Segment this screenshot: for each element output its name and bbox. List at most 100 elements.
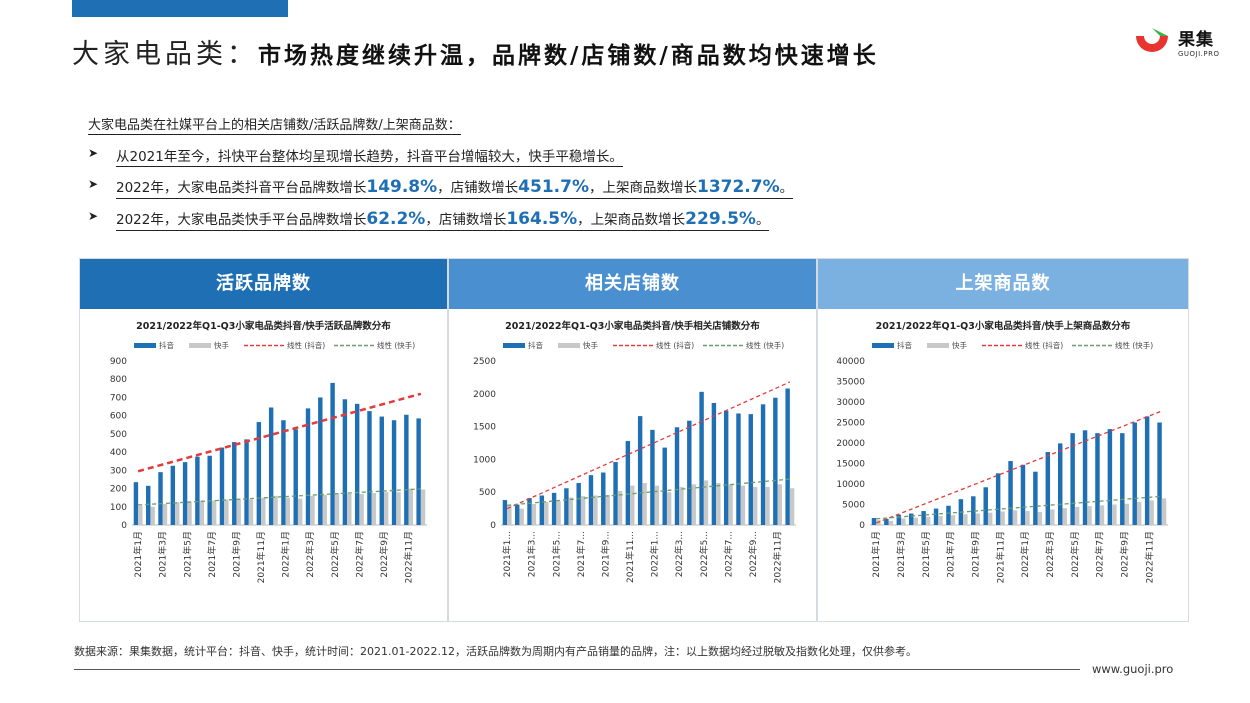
bar-kuaishou bbox=[347, 494, 352, 525]
legend-label-kuaishou: 快手 bbox=[952, 340, 967, 350]
bar-kuaishou bbox=[1124, 503, 1130, 525]
y-tick-label: 15000 bbox=[836, 460, 865, 470]
y-tick-label: 900 bbox=[110, 357, 127, 367]
bar-douyin bbox=[1107, 429, 1113, 525]
bar-kuaishou bbox=[777, 484, 782, 525]
bar-kuaishou bbox=[654, 485, 660, 525]
y-tick-label: 0 bbox=[490, 521, 496, 531]
bar-kuaishou bbox=[1087, 506, 1092, 525]
x-tick-label: 2021年11... bbox=[624, 531, 636, 583]
bar-kuaishou bbox=[1012, 510, 1018, 525]
bar-douyin bbox=[293, 429, 298, 525]
bar-douyin bbox=[1057, 443, 1063, 525]
bar-douyin bbox=[1095, 433, 1100, 525]
bar-douyin bbox=[699, 391, 704, 525]
bar-kuaishou bbox=[1112, 504, 1117, 525]
bar-douyin bbox=[256, 422, 262, 525]
bullet-2-mid1: ，店铺数增长 bbox=[437, 180, 519, 196]
bar-kuaishou bbox=[642, 483, 647, 525]
legend-label-trend-douyin: 线性 (抖音) bbox=[1025, 340, 1063, 350]
trend-line-kuaishou bbox=[876, 495, 1162, 520]
panel-head-related-stores: 相关店铺数 bbox=[449, 259, 816, 309]
bar-douyin bbox=[146, 485, 151, 525]
bar-kuaishou bbox=[544, 502, 549, 525]
bar-kuaishou bbox=[1161, 498, 1167, 525]
bar-kuaishou bbox=[199, 500, 205, 525]
bar-douyin bbox=[723, 410, 729, 525]
bar-kuaishou bbox=[359, 494, 364, 525]
x-tick-label: 2022年3月 bbox=[304, 531, 316, 578]
bar-kuaishou bbox=[716, 483, 721, 525]
x-tick-label: 2022年11月 bbox=[403, 531, 415, 583]
x-tick-label: 2022年7月 bbox=[1094, 531, 1106, 578]
y-tick-label: 35000 bbox=[836, 378, 865, 388]
bar-douyin bbox=[1008, 461, 1013, 525]
bar-douyin bbox=[785, 388, 790, 525]
bullet-3-mid2: ，上架商品数增长 bbox=[577, 212, 686, 228]
bar-douyin bbox=[318, 397, 323, 525]
bar-kuaishou bbox=[334, 493, 340, 525]
legend-swatch-kuaishou bbox=[189, 343, 211, 348]
bar-douyin bbox=[416, 418, 421, 525]
bullet-3-brand-growth: 62.2% bbox=[366, 209, 426, 229]
footer-divider bbox=[74, 669, 1080, 670]
bar-douyin bbox=[539, 495, 545, 525]
bar-douyin bbox=[158, 472, 163, 525]
x-tick-label: 2022年5月 bbox=[329, 531, 341, 578]
x-tick-label: 2021年9月 bbox=[970, 531, 982, 578]
x-tick-label: 2021年5月 bbox=[181, 531, 193, 578]
legend-swatch-douyin bbox=[134, 343, 156, 348]
bar-kuaishou bbox=[925, 516, 931, 525]
bar-kuaishou bbox=[322, 494, 327, 525]
bar-douyin bbox=[354, 403, 360, 525]
bar-douyin bbox=[219, 447, 225, 525]
y-tick-label: 600 bbox=[110, 412, 127, 422]
x-tick-label: 2021年1... bbox=[501, 531, 513, 577]
y-tick-label: 25000 bbox=[836, 419, 865, 429]
bar-kuaishou bbox=[1074, 506, 1080, 525]
legend-label-douyin: 抖音 bbox=[159, 340, 174, 350]
x-tick-label: 2022年11月 bbox=[1143, 531, 1155, 583]
y-tick-label: 30000 bbox=[836, 398, 865, 408]
x-tick-label: 2022年9月 bbox=[378, 531, 390, 578]
x-tick-label: 2021年7月 bbox=[945, 531, 957, 578]
bar-kuaishou bbox=[224, 499, 229, 525]
bar-douyin bbox=[268, 407, 274, 525]
bar-kuaishou bbox=[1050, 509, 1055, 525]
bar-douyin bbox=[773, 397, 778, 525]
bar-douyin bbox=[1033, 471, 1038, 525]
bar-douyin bbox=[650, 429, 655, 525]
panel-listed-products: 上架商品数 2021/2022年Q1-Q3小家电品类抖音/快手上架商品数分布 抖音… bbox=[817, 258, 1189, 622]
bar-kuaishou bbox=[1025, 511, 1030, 525]
bullet-3-product-growth: 229.5% bbox=[685, 209, 756, 229]
bar-kuaishou bbox=[261, 497, 266, 525]
trend-line-douyin bbox=[875, 410, 1163, 524]
x-tick-label: 2021年7... bbox=[575, 531, 587, 577]
bar-douyin bbox=[1045, 452, 1051, 525]
bar-douyin bbox=[305, 408, 311, 525]
bar-kuaishou bbox=[556, 501, 561, 525]
y-tick-label: 40000 bbox=[836, 357, 865, 367]
page-title: 大家电品类：市场热度继续升温，品牌数/店铺数/商品数均快速增长 bbox=[72, 32, 1132, 72]
bar-kuaishou bbox=[396, 492, 401, 525]
bullet-2-brand-growth: 149.8% bbox=[366, 177, 438, 197]
logo-mark-icon bbox=[1136, 28, 1168, 52]
legend-label-trend-douyin: 线性 (抖音) bbox=[287, 340, 325, 350]
bar-douyin bbox=[182, 462, 188, 525]
bar-douyin bbox=[379, 416, 384, 525]
bar-kuaishou bbox=[630, 485, 635, 525]
x-tick-label: 2021年1月 bbox=[132, 531, 144, 578]
bar-kuaishou bbox=[1000, 511, 1005, 525]
chart-title: 2021/2022年Q1-Q3小家电品类抖音/快手上架商品数分布 bbox=[876, 320, 1131, 332]
bar-douyin bbox=[662, 447, 667, 525]
y-tick-label: 300 bbox=[110, 466, 127, 476]
bar-douyin bbox=[391, 420, 397, 525]
y-tick-label: 500 bbox=[479, 488, 496, 498]
bar-douyin bbox=[588, 475, 594, 525]
bar-kuaishou bbox=[580, 496, 586, 525]
bar-kuaishou bbox=[175, 502, 180, 525]
chart-title: 2021/2022年Q1-Q3小家电品类抖音/快手活跃品牌数分布 bbox=[136, 320, 391, 332]
bar-kuaishou bbox=[273, 495, 278, 525]
panel-head-active-brands: 活跃品牌数 bbox=[80, 259, 447, 309]
